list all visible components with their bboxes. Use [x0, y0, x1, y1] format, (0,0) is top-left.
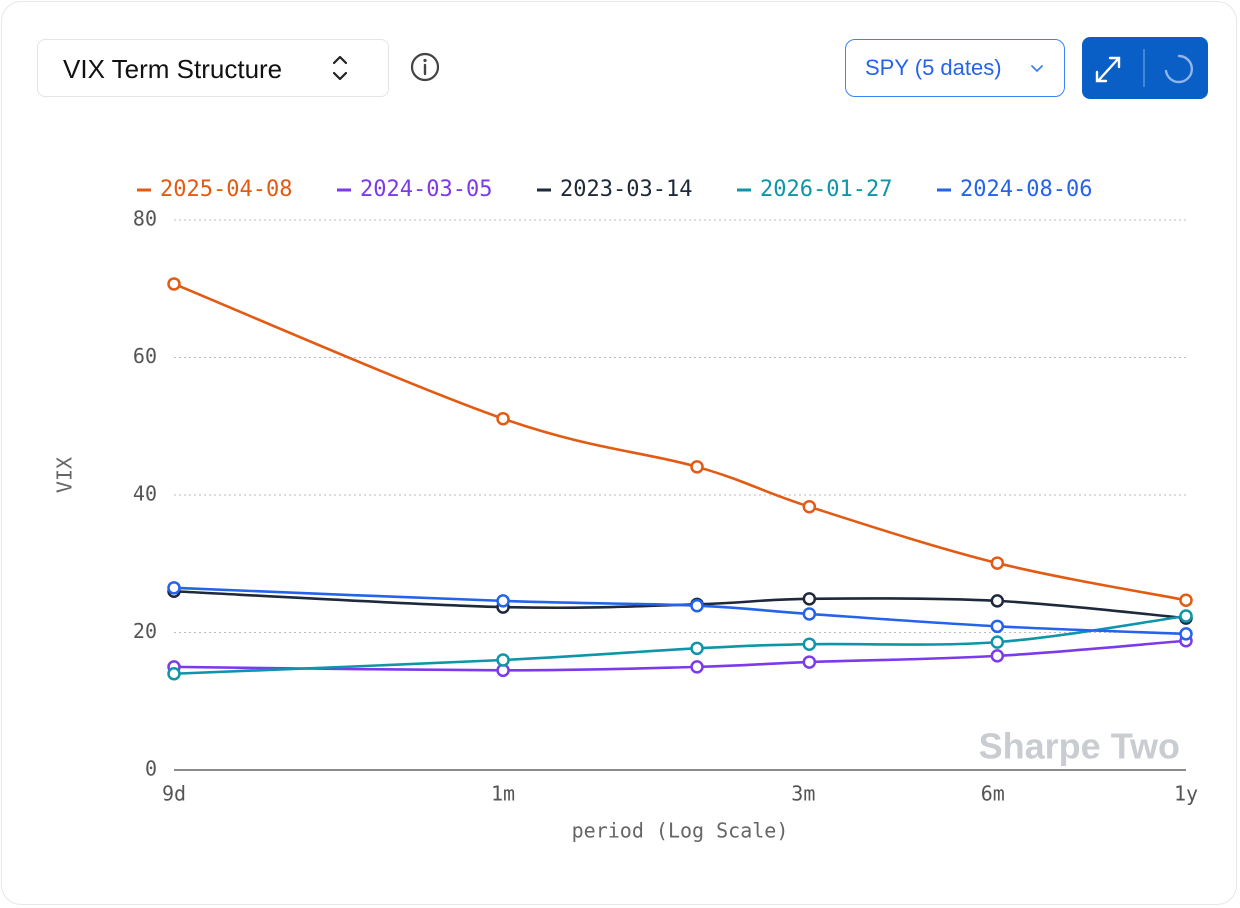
toolbar-icons: [1095, 49, 1194, 87]
x-tick-label: 1y: [1174, 782, 1198, 806]
y-tick-label: 60: [133, 344, 157, 368]
x-tick-label: 6m: [981, 782, 1005, 806]
legend-item: 2025-04-08: [137, 177, 292, 202]
y-tick-label: 0: [145, 757, 157, 781]
series-line: [173, 282, 1187, 602]
x-tick-label: 3m: [791, 782, 815, 806]
data-point: [990, 649, 1005, 663]
y-tick-label: 20: [133, 619, 157, 643]
data-point: [990, 635, 1005, 649]
chart-selector[interactable]: VIX Term Structure: [37, 39, 389, 97]
data-point: [496, 594, 510, 608]
dropdown-icon: [1031, 65, 1043, 73]
y-tick-label: 40: [133, 482, 157, 506]
x-tick-label: 1m: [491, 782, 515, 806]
legend-label: 2026-01-27: [760, 177, 892, 202]
data-point: [990, 556, 1005, 570]
data-point: [802, 655, 817, 669]
data-point: [690, 641, 704, 656]
data-point: [690, 598, 704, 613]
legend-item: 2024-08-06: [937, 177, 1092, 202]
y-tick-label: 80: [133, 207, 157, 231]
x-axis-label: period (Log Scale): [572, 819, 789, 843]
data-point: [167, 581, 181, 595]
selector-label: VIX Term Structure: [63, 54, 283, 84]
expand-button[interactable]: [1095, 56, 1121, 83]
legend-label: 2024-08-06: [960, 177, 1092, 202]
x-tick-label: 9d: [162, 782, 186, 806]
data-point: [990, 619, 1005, 634]
data-point: [690, 460, 704, 474]
legend-label: 2023-03-14: [560, 177, 692, 202]
symbol-select[interactable]: SPY (5 dates): [845, 39, 1065, 97]
legend-item: 2023-03-14: [537, 177, 692, 202]
data-point: [167, 667, 181, 681]
data-point: [496, 653, 510, 667]
watermark: Sharpe Two: [979, 726, 1180, 767]
data-point: [802, 607, 817, 621]
data-point: [802, 637, 817, 651]
series-line: [173, 586, 1187, 636]
y-axis-label: VIX: [53, 457, 77, 493]
legend-label: 2025-04-08: [160, 177, 292, 202]
data-point: [802, 592, 817, 606]
legend-item: 2024-03-05: [337, 177, 492, 202]
series-line: [173, 639, 1187, 672]
data-point: [167, 277, 181, 291]
data-point: [802, 499, 817, 514]
data-point: [1179, 627, 1193, 641]
data-point: [1179, 609, 1193, 623]
symbol-label: SPY (5 dates): [865, 55, 1002, 80]
series-line: [173, 589, 1187, 620]
data-point: [990, 594, 1005, 608]
data-point: [496, 411, 510, 426]
series-line: [173, 614, 1187, 676]
legend-label: 2024-03-05: [360, 177, 492, 202]
chevron-icon: [332, 55, 348, 81]
info-icon[interactable]: [408, 50, 442, 84]
data-point: [1179, 593, 1193, 607]
data-point: [690, 660, 704, 674]
toolbar-buttons: [1082, 37, 1208, 99]
refresh-button[interactable]: [1164, 54, 1194, 84]
legend-item: 2026-01-27: [737, 177, 892, 202]
